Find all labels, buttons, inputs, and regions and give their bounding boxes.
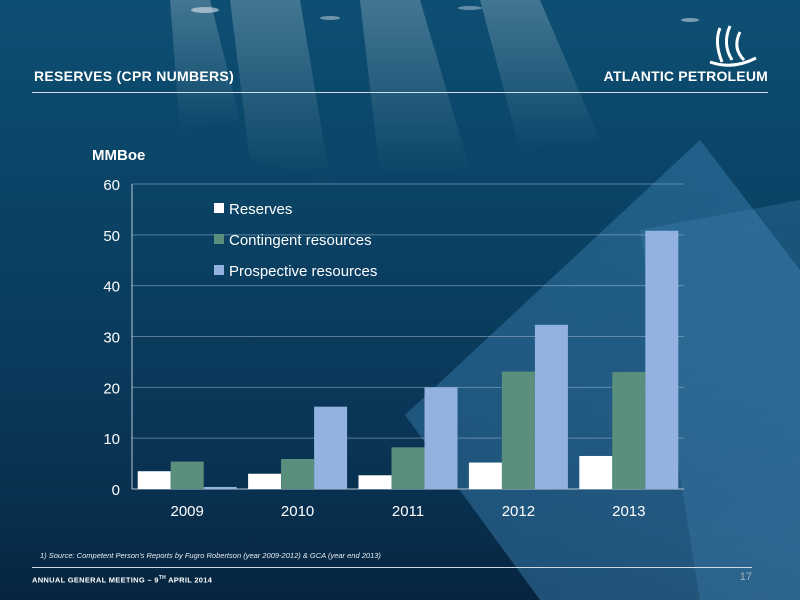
x-tick-label-2011: 2011	[392, 503, 424, 520]
legend-swatch-prospective-resources	[214, 265, 224, 275]
atlantic-petroleum-logo-icon	[709, 25, 757, 67]
y-axis-unit-label: MMBoe	[92, 147, 146, 164]
x-tick-label-2013: 2013	[612, 503, 645, 520]
header-divider	[32, 92, 768, 93]
y-tick-label-10: 10	[103, 431, 120, 448]
bar-prospective-resources-2009	[203, 486, 237, 489]
page-number: 17	[739, 571, 752, 583]
bar-prospective-resources-2013	[645, 230, 679, 489]
bar-reserves-2012	[468, 462, 502, 489]
footnote: 1) Source: Competent Person's Reports by…	[40, 551, 381, 560]
bar-contingent-resources-2009	[170, 461, 204, 489]
y-tick-label-20: 20	[103, 380, 120, 397]
x-tick-label-2009: 2009	[171, 503, 204, 520]
bar-reserves-2010	[248, 473, 282, 489]
legend-label-reserves: Reserves	[229, 201, 292, 218]
y-tick-label-50: 50	[103, 228, 120, 245]
bar-reserves-2013	[579, 455, 613, 489]
footer-event: ANNUAL GENERAL MEETING – 9TH APRIL 2014	[32, 575, 212, 585]
bar-prospective-resources-2010	[314, 406, 348, 489]
footer-divider	[32, 567, 752, 568]
legend-swatch-reserves	[214, 203, 224, 213]
bar-prospective-resources-2011	[424, 387, 458, 489]
legend-swatch-contingent-resources	[214, 234, 224, 244]
y-tick-label-40: 40	[103, 279, 120, 296]
y-tick-label-0: 0	[112, 482, 120, 499]
x-tick-label-2010: 2010	[281, 503, 314, 520]
y-tick-label-60: 60	[103, 177, 120, 194]
bar-contingent-resources-2010	[281, 459, 315, 489]
bar-contingent-resources-2013	[612, 372, 646, 489]
bar-contingent-resources-2012	[501, 371, 535, 489]
bar-reserves-2011	[358, 475, 392, 489]
slide-title: RESERVES (CPR NUMBERS)	[34, 68, 235, 84]
bar-prospective-resources-2012	[534, 324, 568, 489]
footer-event-prefix: ANNUAL GENERAL MEETING – 9	[32, 575, 159, 585]
footer-event-sup: TH	[158, 575, 166, 581]
y-tick-label-30: 30	[103, 330, 120, 347]
legend-label-prospective-resources: Prospective resources	[229, 263, 377, 280]
company-name: ATLANTIC PETROLEUM	[603, 68, 768, 84]
bar-reserves-2009	[137, 471, 171, 489]
x-tick-label-2012: 2012	[502, 503, 535, 520]
legend-label-contingent-resources: Contingent resources	[229, 232, 372, 249]
bar-contingent-resources-2011	[391, 447, 425, 489]
footer-event-suffix: APRIL 2014	[165, 575, 213, 585]
